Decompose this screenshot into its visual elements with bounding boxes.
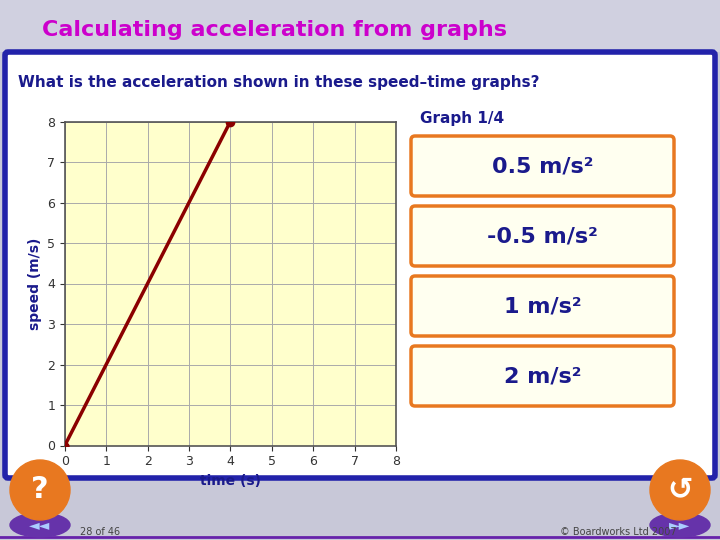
Text: 1 m/s²: 1 m/s²	[504, 296, 581, 316]
Text: Calculating acceleration from graphs: Calculating acceleration from graphs	[42, 20, 507, 40]
X-axis label: time (s): time (s)	[200, 474, 261, 488]
FancyBboxPatch shape	[411, 136, 674, 196]
Y-axis label: speed (m/s): speed (m/s)	[27, 237, 42, 330]
Circle shape	[650, 460, 710, 520]
Circle shape	[10, 460, 70, 520]
Text: ↺: ↺	[667, 476, 693, 504]
Ellipse shape	[10, 513, 70, 537]
Text: © Boardworks Ltd 2007: © Boardworks Ltd 2007	[560, 527, 677, 537]
Text: ►►: ►►	[670, 518, 690, 532]
FancyBboxPatch shape	[5, 52, 715, 478]
Text: ◄◄: ◄◄	[30, 518, 50, 532]
Text: 28 of 46: 28 of 46	[80, 527, 120, 537]
FancyBboxPatch shape	[0, 0, 720, 52]
Ellipse shape	[650, 513, 710, 537]
Text: ?: ?	[31, 476, 49, 504]
FancyBboxPatch shape	[411, 346, 674, 406]
FancyBboxPatch shape	[411, 206, 674, 266]
Text: 0.5 m/s²: 0.5 m/s²	[492, 156, 593, 176]
Text: What is the acceleration shown in these speed–time graphs?: What is the acceleration shown in these …	[18, 75, 539, 90]
Text: Graph 1/4: Graph 1/4	[420, 111, 504, 125]
Text: -0.5 m/s²: -0.5 m/s²	[487, 226, 598, 246]
FancyBboxPatch shape	[411, 276, 674, 336]
Text: 2 m/s²: 2 m/s²	[504, 366, 581, 386]
